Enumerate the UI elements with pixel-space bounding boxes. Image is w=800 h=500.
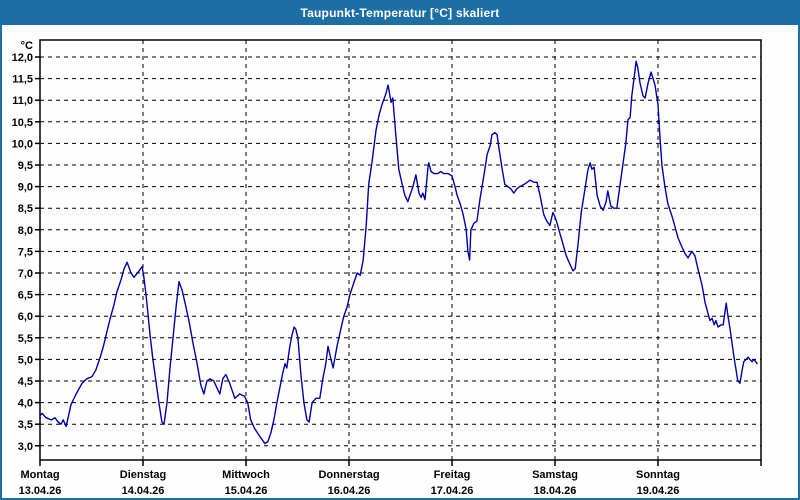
axes <box>35 39 762 466</box>
y-axis-unit-label: °C <box>21 40 33 52</box>
y-tick-label: 4,5 <box>18 376 33 388</box>
x-day-label: Dienstag <box>120 469 166 481</box>
x-date-label: 14.04.26 <box>122 485 165 497</box>
x-day-label: Mittwoch <box>222 469 270 481</box>
y-tick-label: 4,0 <box>18 398 33 410</box>
y-tick-label: 3,0 <box>18 441 33 453</box>
title-bar[interactable]: Taupunkt-Temperatur [°C] skaliert <box>2 2 798 25</box>
plot-border <box>39 39 762 461</box>
x-day-label: Sonntag <box>636 469 680 481</box>
y-tick-label: 7,0 <box>18 268 33 280</box>
dewpoint-series-line <box>39 60 758 445</box>
y-tick-label: 3,5 <box>18 419 33 431</box>
y-tick-label: 8,0 <box>18 225 33 237</box>
y-tick-label: 5,5 <box>18 333 33 345</box>
y-tick-label: 7,5 <box>18 246 33 258</box>
x-day-label: Donnerstag <box>318 469 379 481</box>
y-tick-label: 9,5 <box>18 160 33 172</box>
y-tick-label: 9,0 <box>18 182 33 194</box>
y-tick-label: 8,5 <box>18 203 33 215</box>
x-date-label: 13.04.26 <box>19 485 62 497</box>
x-date-label: 15.04.26 <box>225 485 268 497</box>
x-date-label: 16.04.26 <box>328 485 371 497</box>
y-tick-label: 12,0 <box>12 52 33 64</box>
y-tick-label: 11,0 <box>12 95 33 107</box>
y-tick-label: 10,5 <box>12 117 33 129</box>
x-date-label: 17.04.26 <box>431 485 474 497</box>
y-tick-label: 11,5 <box>12 74 33 86</box>
y-tick-label: 6,0 <box>18 311 33 323</box>
x-day-label: Freitag <box>434 469 471 481</box>
x-day-label: Samstag <box>532 469 578 481</box>
window-title: Taupunkt-Temperatur [°C] skaliert <box>300 6 500 20</box>
gridlines <box>40 40 761 460</box>
axis-labels: 12,0 11,5 11,0 10,5 10,0 9,5 9,0 8,5 8,0 7,5 7,0 6,… <box>12 40 680 497</box>
x-date-label: 19.04.26 <box>637 485 680 497</box>
y-tick-label: 10,0 <box>12 138 33 150</box>
y-tick-label: 6,5 <box>18 290 33 302</box>
x-day-label: Montag <box>20 469 59 481</box>
y-tick-label: 5,0 <box>18 354 33 366</box>
x-date-label: 18.04.26 <box>534 485 577 497</box>
